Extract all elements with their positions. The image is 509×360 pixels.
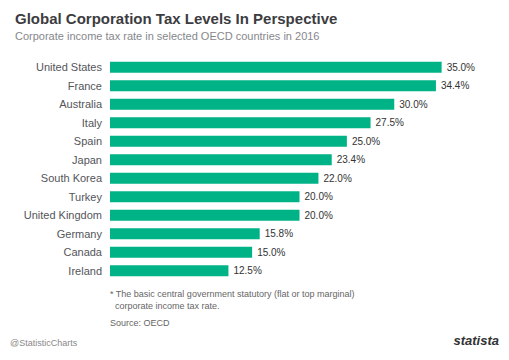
svg-text:35.0%: 35.0% xyxy=(447,62,475,73)
svg-text:30.0%: 30.0% xyxy=(399,99,427,110)
svg-text:Global Corporation Tax Levels: Global Corporation Tax Levels In Perspec… xyxy=(15,10,337,27)
svg-text:Canada: Canada xyxy=(63,246,102,258)
svg-text:* The basic central government: * The basic central government statutory… xyxy=(110,289,354,299)
svg-text:France: France xyxy=(68,80,102,92)
svg-text:statista: statista xyxy=(453,333,499,348)
svg-text:12.5%: 12.5% xyxy=(233,265,261,276)
svg-text:South Korea: South Korea xyxy=(41,172,103,184)
svg-text:Italy: Italy xyxy=(82,117,103,129)
svg-text:22.0%: 22.0% xyxy=(323,173,351,184)
svg-text:20.0%: 20.0% xyxy=(305,210,333,221)
svg-text:Ireland: Ireland xyxy=(68,265,102,277)
svg-text:Spain: Spain xyxy=(74,135,102,147)
svg-text:@StatisticCharts: @StatisticCharts xyxy=(10,338,78,348)
svg-text:25.0%: 25.0% xyxy=(352,136,380,147)
svg-text:corporate income tax rate.: corporate income tax rate. xyxy=(110,301,220,311)
svg-text:United States: United States xyxy=(36,61,103,73)
svg-text:Corporate income tax rate in s: Corporate income tax rate in selected OE… xyxy=(15,30,320,42)
svg-text:34.4%: 34.4% xyxy=(441,80,469,91)
svg-text:27.5%: 27.5% xyxy=(376,117,404,128)
svg-text:23.4%: 23.4% xyxy=(337,154,365,165)
svg-text:United Kingdom: United Kingdom xyxy=(24,209,102,221)
svg-text:Source: OECD: Source: OECD xyxy=(110,318,170,328)
svg-text:15.8%: 15.8% xyxy=(265,228,293,239)
svg-text:Japan: Japan xyxy=(72,154,102,166)
svg-text:20.0%: 20.0% xyxy=(305,191,333,202)
svg-text:Germany: Germany xyxy=(57,228,103,240)
svg-text:Turkey: Turkey xyxy=(69,191,103,203)
svg-text:15.0%: 15.0% xyxy=(257,247,285,258)
svg-text:Australia: Australia xyxy=(59,98,103,110)
